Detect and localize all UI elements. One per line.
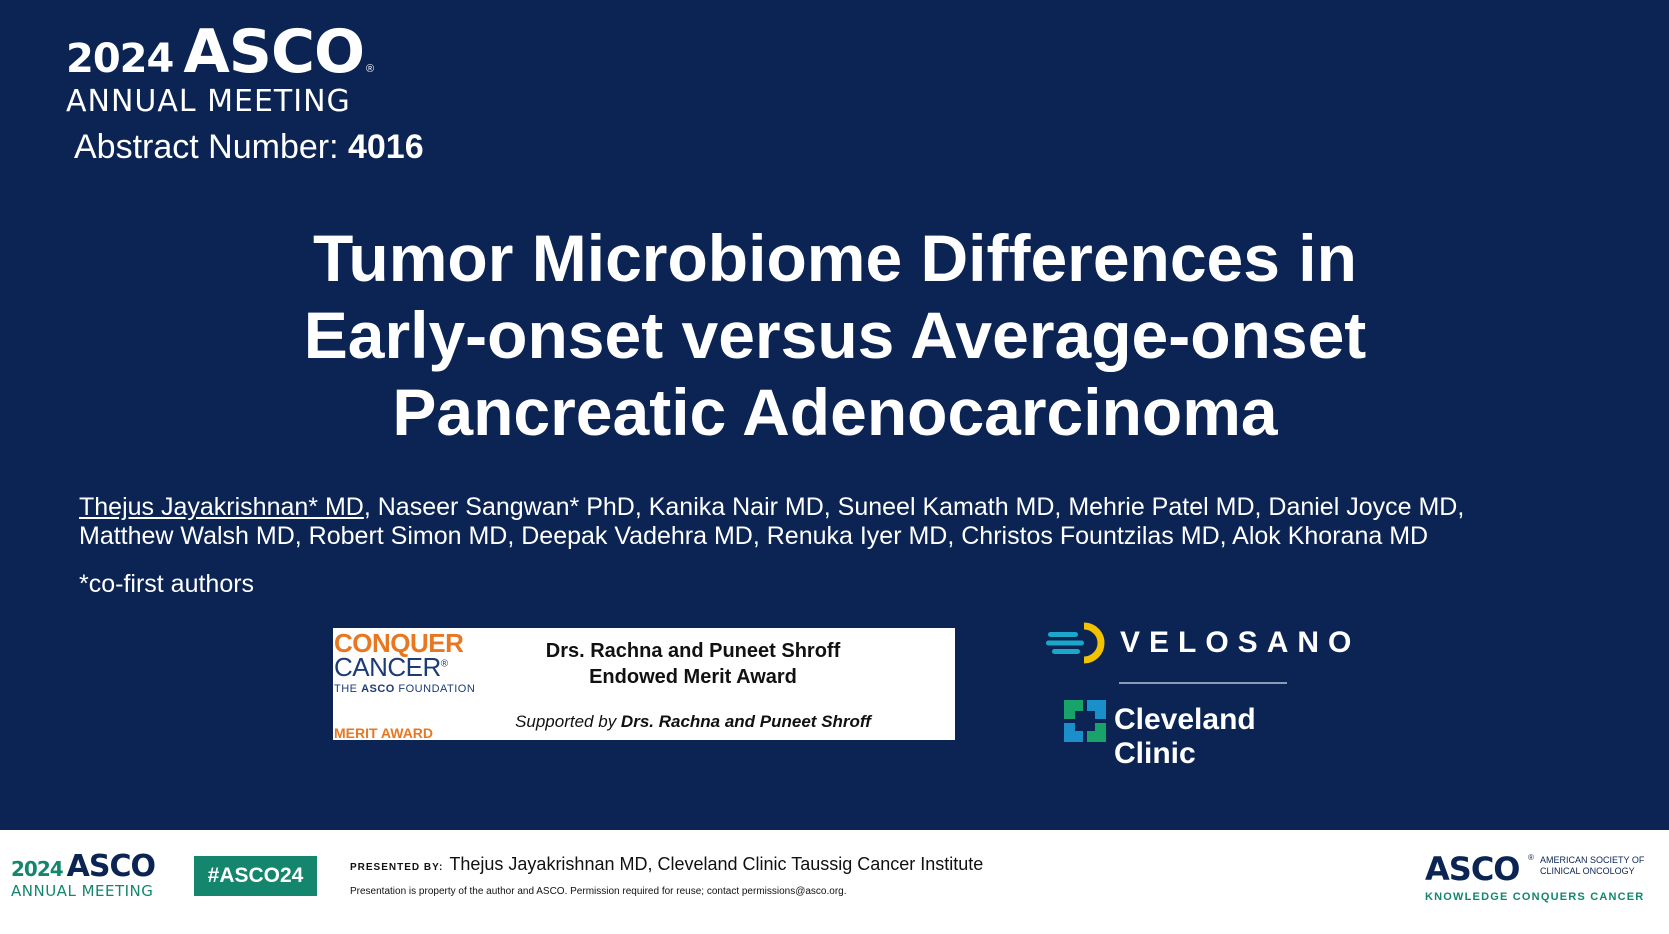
- cc-merit-award: MERIT AWARD: [334, 725, 434, 741]
- co-first-note: *co-first authors: [79, 570, 255, 598]
- asco-wordmark: ASCO: [1425, 850, 1520, 888]
- logo-year: 2024: [66, 36, 174, 82]
- abstract-number: Abstract Number: 4016: [74, 128, 424, 167]
- asco-society-name: AMERICAN SOCIETY OF CLINICAL ONCOLOGY: [1540, 855, 1645, 876]
- footer-logo-year: 2024: [11, 857, 64, 881]
- cc-conquer: CONQUER: [334, 628, 464, 658]
- logo-brand: ASCO: [183, 17, 365, 87]
- title-line-3: Pancreatic Adenocarcinoma: [392, 375, 1278, 449]
- logo-meeting: ANNUAL MEETING: [66, 84, 351, 119]
- title-line-2: Early-onset versus Average-onset: [303, 298, 1367, 372]
- partner-divider: [1119, 682, 1287, 684]
- footer-logo-brand: ASCO: [66, 849, 156, 884]
- abstract-label: Abstract Number:: [74, 128, 348, 166]
- presenter-text: Thejus Jayakrishnan MD, Cleveland Clinic…: [449, 854, 984, 874]
- presented-by-label: PRESENTED BY:: [350, 862, 444, 873]
- footer-logo-meeting: ANNUAL MEETING: [11, 882, 154, 900]
- velosano-wordmark: VELOSANO: [1120, 626, 1361, 659]
- cleveland-clinic-logo-icon: [1064, 700, 1106, 742]
- presenting-author: Thejus Jayakrishnan* MD: [79, 493, 364, 521]
- asco-reg-mark: ®: [1528, 853, 1534, 862]
- slide: 2024 ASCO ® ANNUAL MEETING Abstract Numb…: [0, 0, 1669, 830]
- conquer-cancer-logo: CONQUER CANCER® THE ASCO FOUNDATION MERI…: [334, 628, 484, 741]
- asco-annual-meeting-logo: 2024 ASCO ® ANNUAL MEETING: [66, 22, 374, 119]
- authors-line-2: Matthew Walsh MD, Robert Simon MD, Deepa…: [79, 522, 1429, 550]
- award-title: Drs. Rachna and Puneet Shroff Endowed Me…: [545, 640, 841, 688]
- logo-reg-mark: ®: [366, 63, 375, 75]
- cc-cancer: CANCER®: [334, 652, 448, 682]
- author-list: Thejus Jayakrishnan* MD, Naseer Sangwan*…: [79, 493, 1639, 551]
- award-supported-by: Supported by Drs. Rachna and Puneet Shro…: [515, 712, 871, 731]
- footer-bar: 2024 ASCO ANNUAL MEETING #ASCO24 PRESENT…: [0, 830, 1669, 934]
- asco-tagline: KNOWLEDGE CONQUERS CANCER: [1425, 891, 1645, 903]
- abstract-number-value: 4016: [347, 128, 424, 166]
- authors-line-1: , Naseer Sangwan* PhD, Kanika Nair MD, S…: [363, 493, 1465, 521]
- merit-award-banner: CONQUER CANCER® THE ASCO FOUNDATION MERI…: [333, 628, 955, 741]
- cc-foundation: THE ASCO FOUNDATION: [334, 683, 476, 695]
- cleveland-clinic-wordmark: Cleveland Clinic: [1114, 703, 1256, 770]
- velosano-logo: VELOSANO: [1046, 620, 1351, 668]
- footer-asco-meeting-logo: 2024 ASCO ANNUAL MEETING: [11, 849, 156, 901]
- copyright-notice: Presentation is property of the author a…: [350, 886, 847, 897]
- cleveland-clinic-logo: Cleveland Clinic: [1064, 700, 1344, 770]
- velosano-logo-icon: [1046, 622, 1105, 664]
- presented-by: PRESENTED BY: Thejus Jayakrishnan MD, Cle…: [350, 854, 983, 875]
- hashtag-badge: #ASCO24: [194, 856, 317, 896]
- title-line-1: Tumor Microbiome Differences in: [313, 221, 1357, 295]
- presentation-title: Tumor Microbiome Differences in Early-on…: [220, 220, 1450, 451]
- cc-reg-mark: ®: [440, 658, 448, 670]
- asco-society-logo: ASCO ® AMERICAN SOCIETY OF CLINICAL ONCO…: [1425, 850, 1665, 910]
